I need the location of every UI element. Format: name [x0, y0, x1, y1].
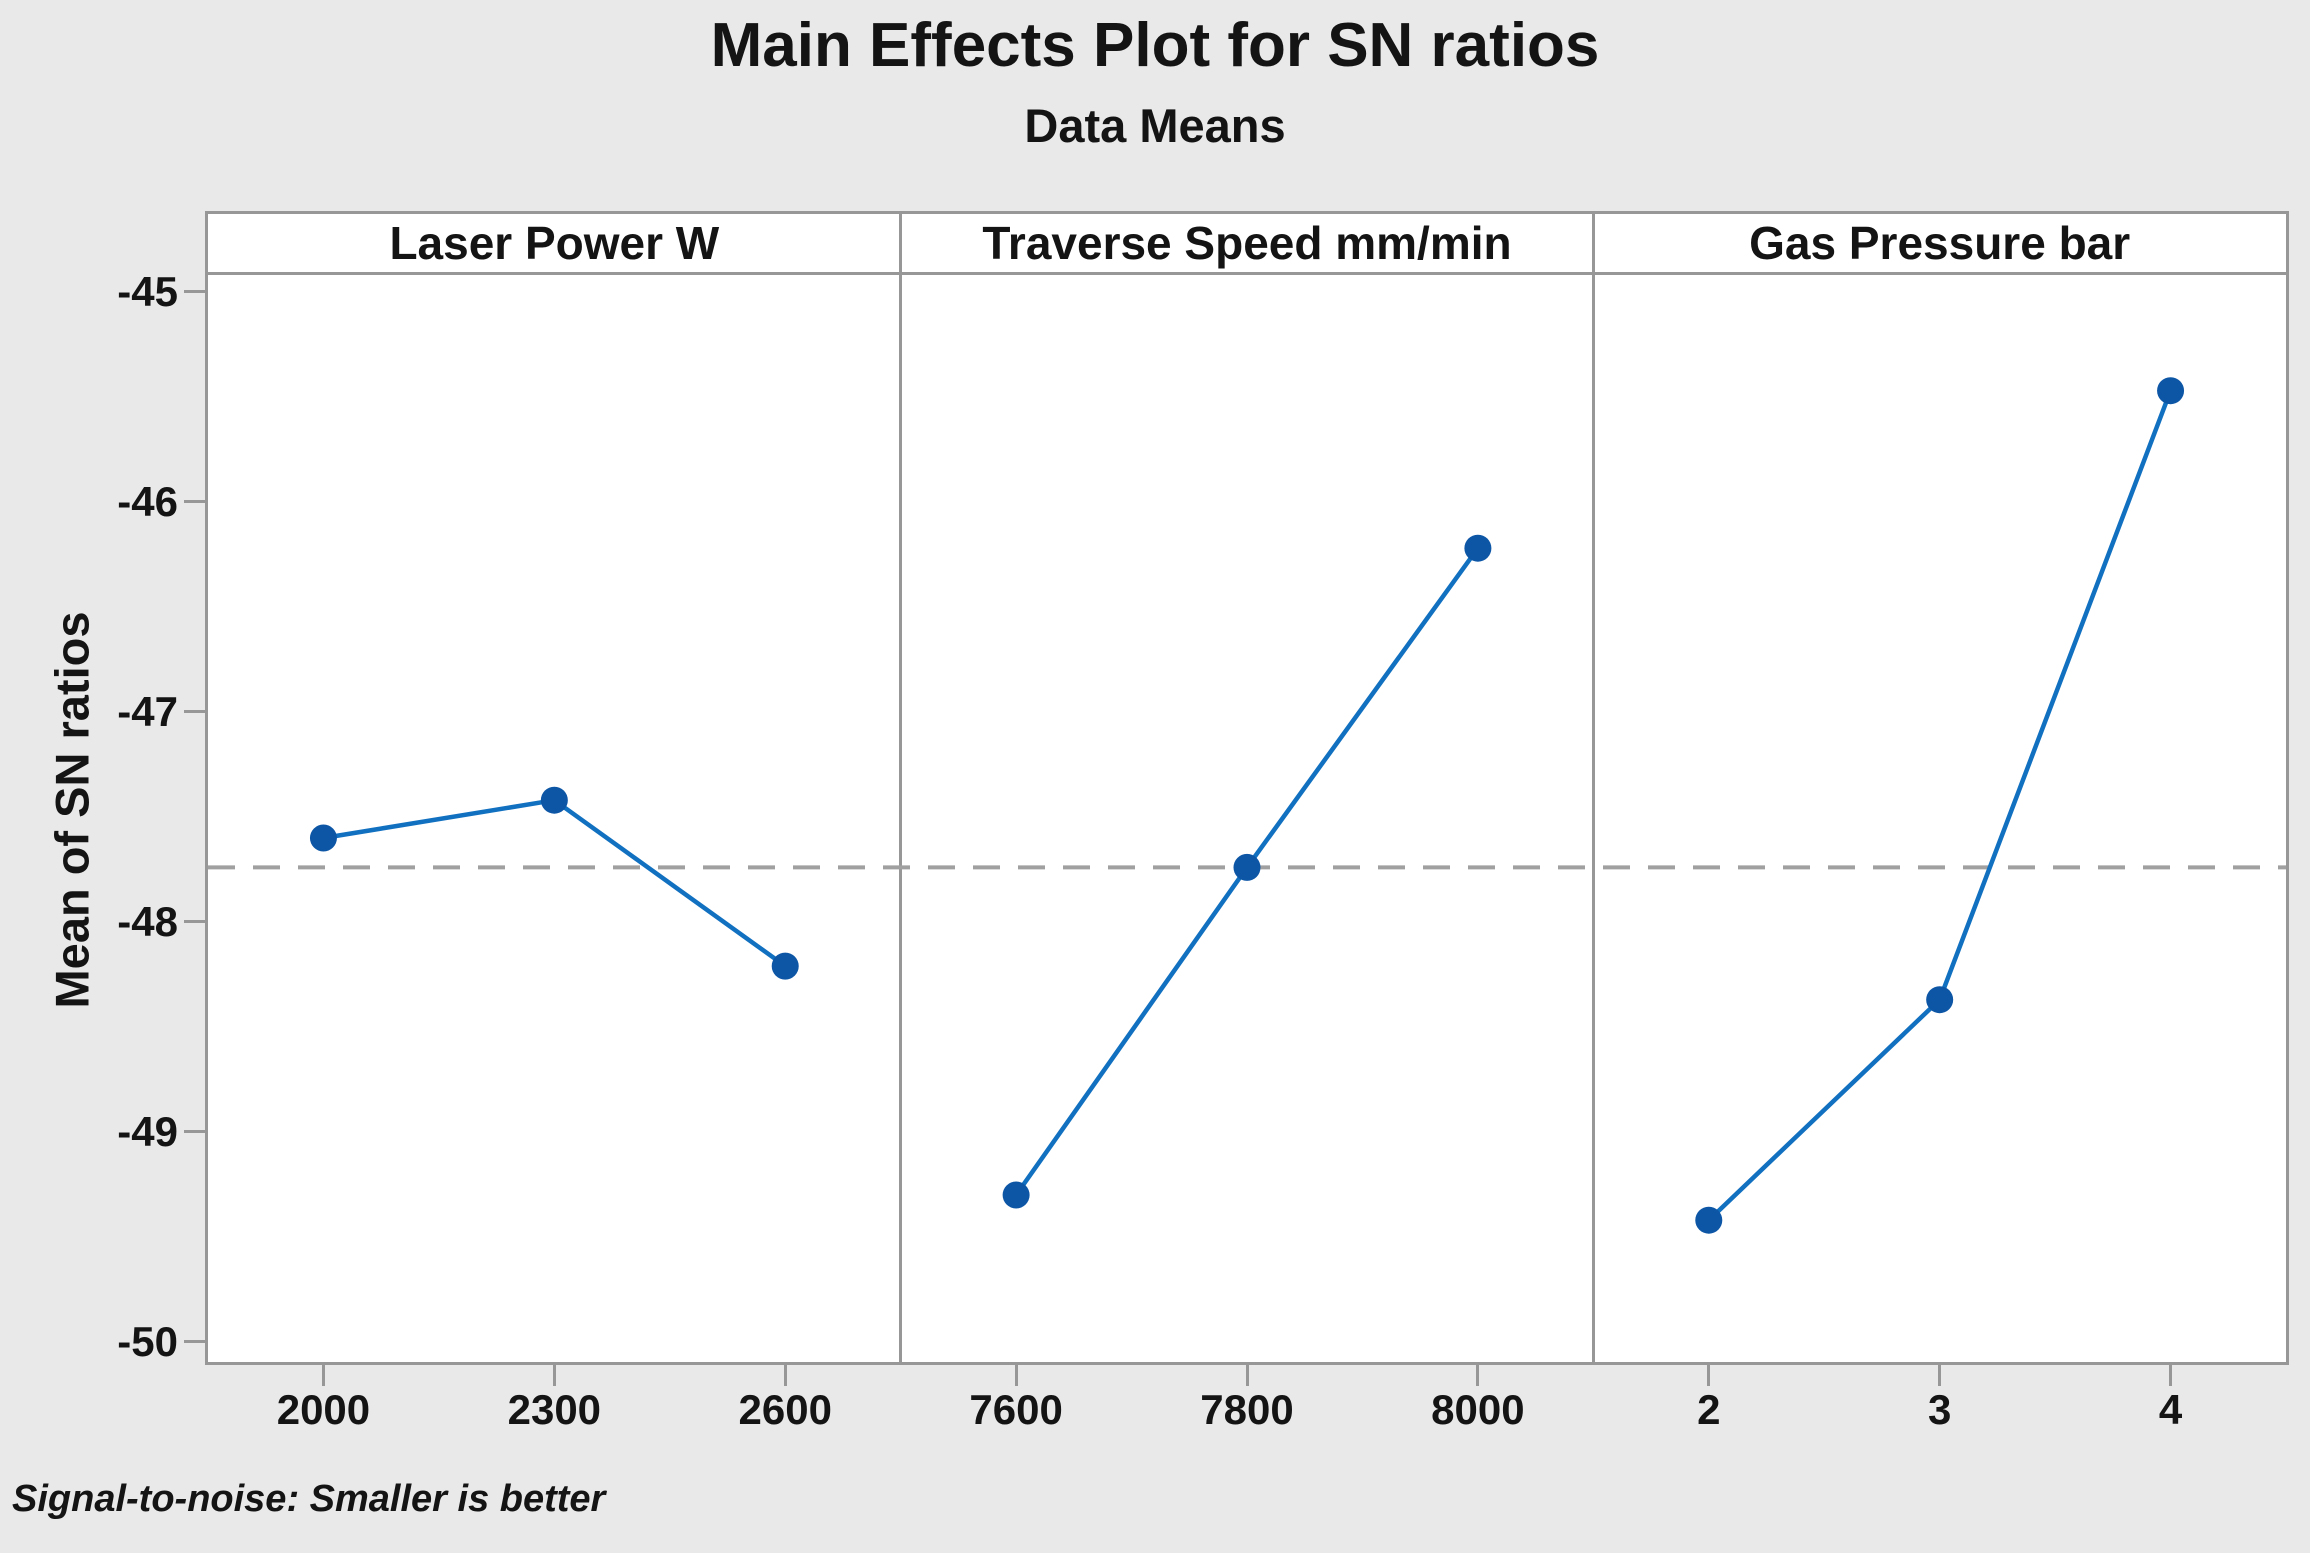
x-tick-label: 2	[1697, 1386, 1721, 1433]
x-tick-label: 8000	[1431, 1386, 1525, 1433]
x-tick-mark	[783, 1362, 787, 1386]
chart-subtitle: Data Means	[1024, 99, 1286, 152]
x-tick-label: 7600	[969, 1386, 1063, 1433]
x-tick-mark	[1245, 1362, 1249, 1386]
y-tick-label: -47	[117, 688, 178, 735]
y-tick-mark	[184, 500, 208, 503]
y-tick-mark	[184, 710, 208, 713]
y-tick-mark	[184, 1130, 208, 1133]
data-point-panel-3-4	[2157, 377, 2185, 405]
x-tick-mark	[1014, 1362, 1018, 1386]
data-point-panel-2-7600	[1002, 1181, 1030, 1209]
x-tick-label: 7800	[1200, 1386, 1294, 1433]
panel-divider	[899, 214, 902, 1362]
data-point-panel-3-2	[1695, 1206, 1723, 1234]
y-axis-title: Mean of SN ratios	[45, 611, 99, 1009]
x-tick-label: 4	[2158, 1386, 2183, 1433]
y-tick-label: -50	[117, 1318, 178, 1365]
footnote: Signal-to-noise: Smaller is better	[12, 1478, 606, 1520]
y-tick-mark	[184, 290, 208, 293]
y-tick-mark	[184, 920, 208, 923]
data-line-panel-1	[323, 797, 787, 968]
y-tick-label: -48	[117, 898, 178, 945]
chart-title: Main Effects Plot for SN ratios	[710, 11, 1600, 80]
y-tick-mark	[184, 1340, 208, 1343]
x-tick-label: 2300	[507, 1386, 602, 1433]
x-tick-mark	[552, 1362, 556, 1386]
y-tick-label: -45	[117, 268, 178, 315]
plot-data-layer	[208, 377, 2286, 1234]
panel-header-2: Traverse Speed mm/min	[982, 217, 1512, 269]
data-point-panel-1-2600	[771, 952, 799, 980]
data-line-panel-3	[1707, 389, 2173, 1222]
panel-divider	[1592, 214, 1595, 1362]
y-tick-label: -49	[117, 1108, 178, 1155]
data-point-panel-1-2300	[540, 786, 568, 814]
data-point-panel-2-7800	[1233, 853, 1261, 881]
data-point-panel-2-8000	[1464, 534, 1492, 562]
x-tick-label: 2000	[276, 1386, 371, 1433]
x-tick-label: 2600	[738, 1386, 832, 1433]
x-tick-mark	[321, 1362, 325, 1386]
panel-header-row: Laser Power W Traverse Speed mm/min Gas Pr…	[208, 214, 2286, 275]
x-tick-mark	[1707, 1362, 1711, 1386]
y-tick-label: -46	[117, 478, 178, 525]
data-point-panel-1-2000	[309, 824, 337, 852]
data-point-panel-3-3	[1926, 986, 1954, 1014]
x-tick-mark	[1476, 1362, 1480, 1386]
x-tick-mark	[2169, 1362, 2173, 1386]
panel-header-1: Laser Power W	[389, 217, 720, 269]
x-tick-mark	[1938, 1362, 1942, 1386]
panel-header-3: Gas Pressure bar	[1749, 217, 2131, 269]
x-tick-label: 3	[1927, 1386, 1952, 1433]
